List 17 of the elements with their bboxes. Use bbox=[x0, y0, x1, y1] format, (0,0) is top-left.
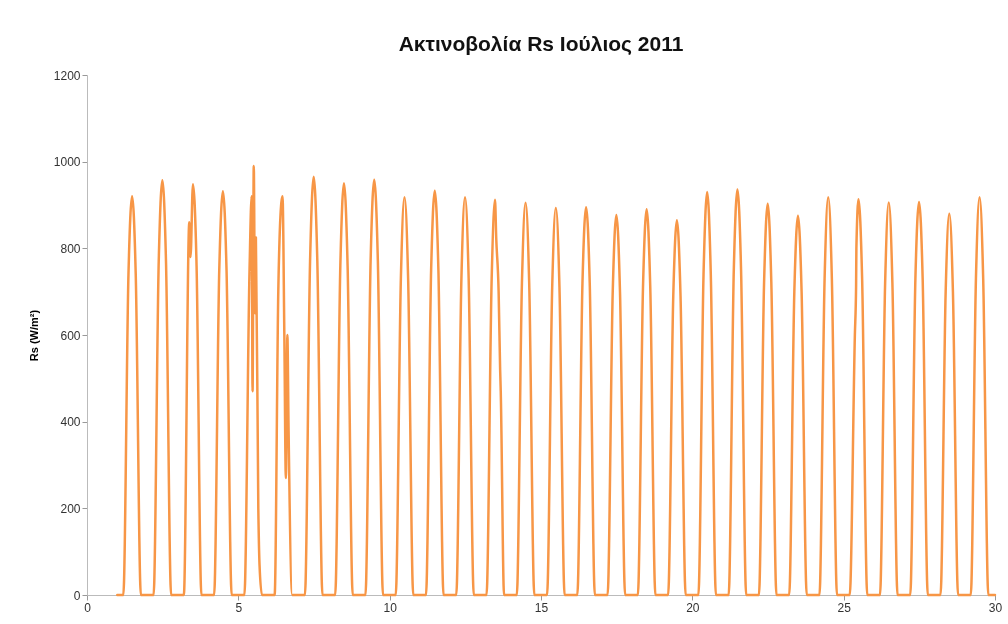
y-tick-label: 400 bbox=[60, 415, 81, 430]
x-tick-label: 5 bbox=[235, 600, 243, 615]
y-tick-label: 0 bbox=[73, 588, 81, 603]
y-tick-label: 200 bbox=[60, 501, 81, 516]
x-tick-label: 30 bbox=[988, 600, 1003, 615]
x-tick-label: 15 bbox=[534, 600, 549, 615]
y-tick-label: 1000 bbox=[53, 155, 81, 170]
y-tick-label: 600 bbox=[60, 328, 81, 343]
y-tick-label: 1200 bbox=[53, 68, 81, 83]
x-tick-label: 0 bbox=[84, 600, 92, 615]
x-tick-label: 25 bbox=[837, 600, 852, 615]
y-axis-title: Rs (W/m²) bbox=[27, 309, 40, 362]
x-tick-label: 20 bbox=[686, 600, 700, 615]
y-tick-label: 800 bbox=[60, 241, 81, 256]
chart-title: Ακτινοβολία Rs Ιούλιος 2011 bbox=[398, 32, 684, 56]
x-tick-label: 10 bbox=[383, 600, 398, 615]
line-series bbox=[116, 164, 997, 597]
